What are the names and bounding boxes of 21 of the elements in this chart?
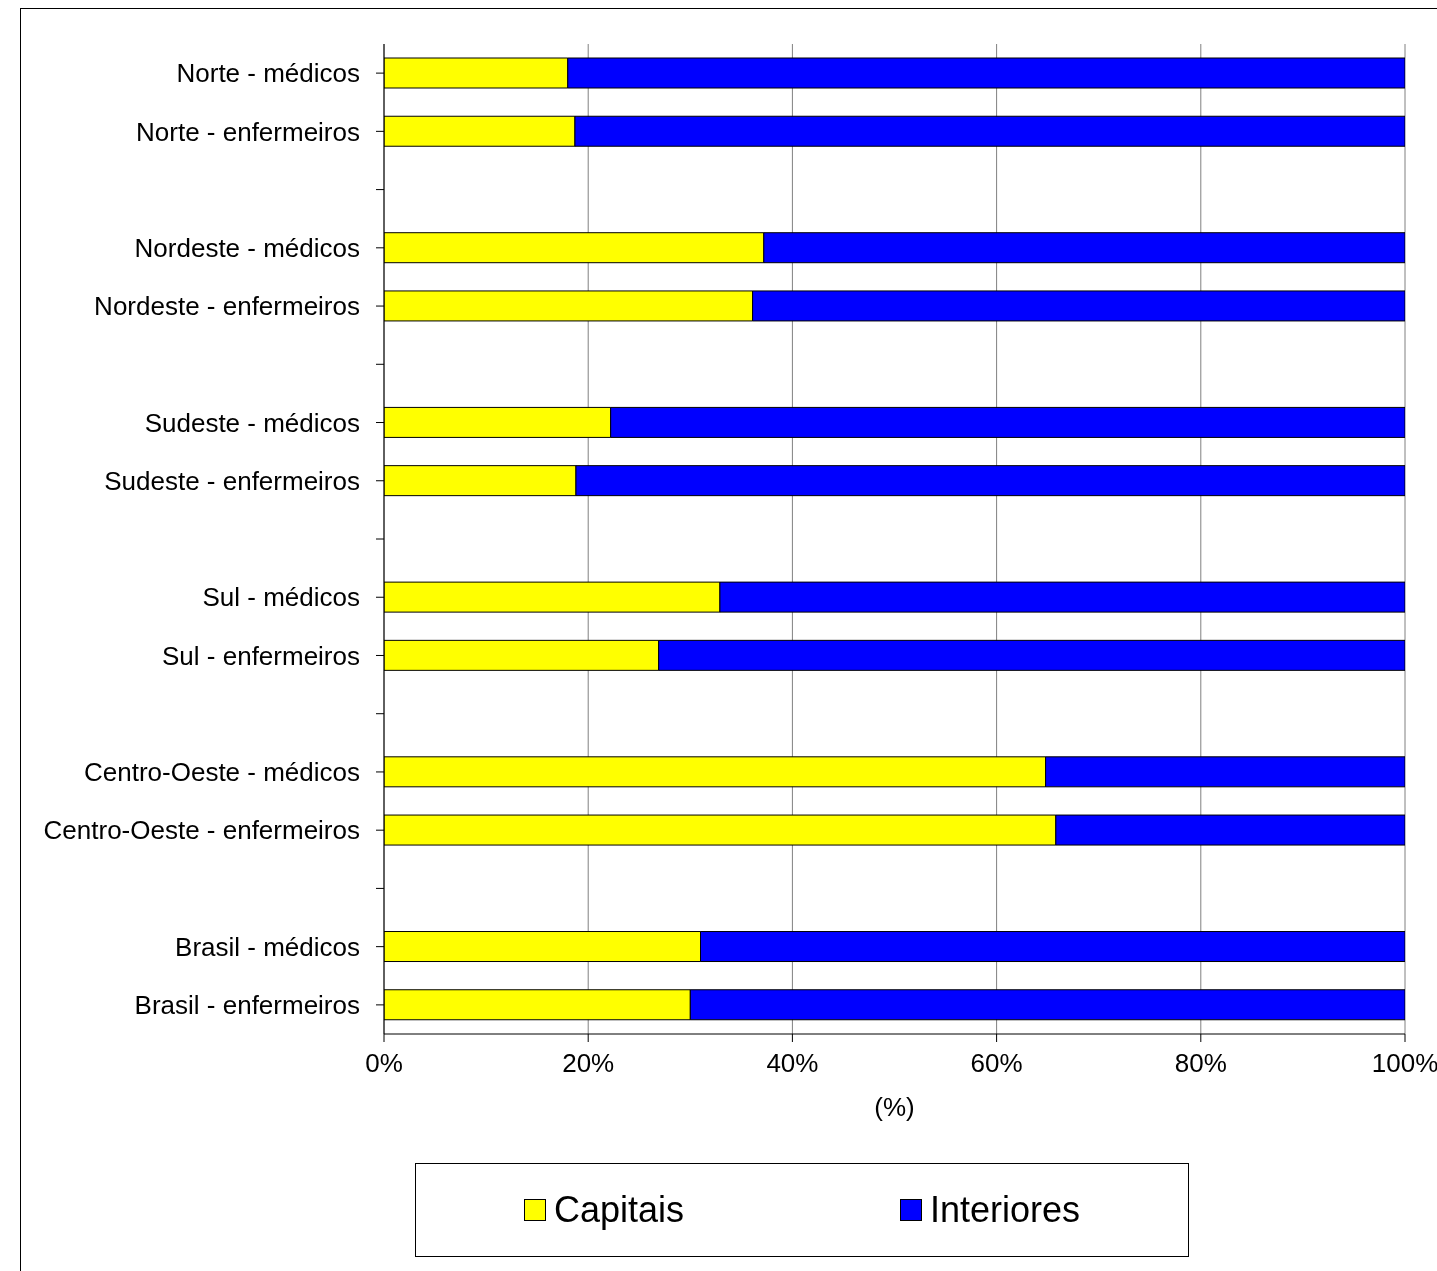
y-tick-label: Centro-Oeste - enfermeiros [43, 815, 360, 846]
y-tick-label: Sul - médicos [202, 582, 360, 613]
y-tick-label: Brasil - médicos [175, 931, 360, 962]
y-tick-label: Sul - enfermeiros [162, 640, 360, 671]
x-tick-label: 40% [766, 1048, 819, 1079]
x-tick-label: 100% [1371, 1048, 1437, 1079]
y-tick-label: Sudeste - médicos [144, 407, 360, 438]
y-tick-label: Norte - médicos [176, 58, 360, 89]
x-tick-label: 20% [562, 1048, 615, 1079]
y-tick-label: Brasil - enfermeiros [134, 990, 360, 1021]
x-axis-title: (%) [874, 1092, 915, 1122]
legend-label: Interiores [929, 1189, 1081, 1231]
x-tick-label: 60% [970, 1048, 1023, 1079]
x-tick-label: 80% [1174, 1048, 1227, 1079]
legend-label: Capitais [553, 1189, 685, 1231]
y-tick-label: Centro-Oeste - médicos [84, 757, 360, 788]
y-tick-label: Nordeste - médicos [134, 233, 360, 264]
y-tick-label: Nordeste - enfermeiros [94, 291, 360, 322]
y-tick-label: Sudeste - enfermeiros [104, 465, 360, 496]
x-tick-label: 0% [365, 1048, 403, 1079]
y-tick-label: Norte - enfermeiros [136, 116, 360, 147]
